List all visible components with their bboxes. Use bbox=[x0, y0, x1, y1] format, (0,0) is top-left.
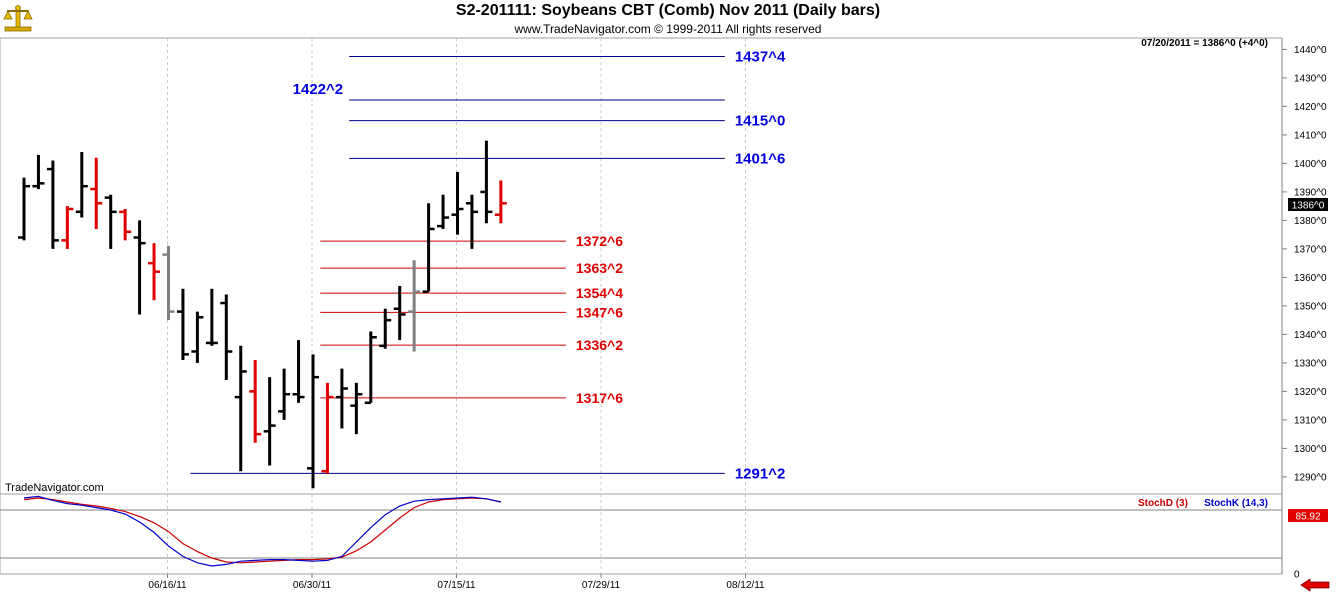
y-tick-label: 1290^0 bbox=[1294, 472, 1327, 483]
ohlc-bar[interactable] bbox=[61, 206, 74, 249]
watermark-text: TradeNavigator.com bbox=[5, 482, 104, 494]
ohlc-bar[interactable] bbox=[379, 308, 392, 349]
x-tick-label: 08/12/11 bbox=[726, 580, 765, 591]
ohlc-bar[interactable] bbox=[46, 160, 59, 249]
level-label: 1317^6 bbox=[576, 390, 623, 406]
fib-levels: 1437^4 1422^2 1415^0 1401^6 1372^6 1363^2 1354… bbox=[190, 49, 786, 482]
y-tick-label: 1380^0 bbox=[1294, 216, 1327, 227]
date-axis: 06/16/11 06/30/11 07/15/11 07/29/11 08/12/11 bbox=[148, 574, 765, 591]
y-tick-label: 1330^0 bbox=[1294, 358, 1327, 369]
stoch-tick-label: 0 bbox=[1294, 570, 1300, 581]
level-label: 1354^4 bbox=[576, 285, 623, 301]
y-tick-label: 1370^0 bbox=[1294, 244, 1327, 255]
y-tick-label: 1390^0 bbox=[1294, 187, 1327, 198]
ohlc-bar[interactable] bbox=[263, 377, 276, 466]
ohlc-bar[interactable] bbox=[393, 285, 406, 341]
y-tick-label: 1340^0 bbox=[1294, 330, 1327, 341]
y-tick-label: 1360^0 bbox=[1294, 273, 1327, 284]
x-tick-label: 07/15/11 bbox=[437, 580, 476, 591]
ohlc-bars bbox=[18, 140, 507, 489]
stoch-series-line[interactable] bbox=[23, 495, 501, 567]
y-tick-label: 1300^0 bbox=[1294, 444, 1327, 455]
ohlc-bar[interactable] bbox=[162, 246, 175, 321]
level-label: 1372^6 bbox=[576, 233, 623, 249]
stochastic-lines: 075 bbox=[0, 495, 1306, 581]
ohlc-bar[interactable] bbox=[249, 360, 262, 443]
level-label: 1437^4 bbox=[735, 49, 786, 66]
header-bar: S2-201111: Soybeans CBT (Comb) Nov 2011 … bbox=[0, 0, 1336, 38]
ohlc-bar[interactable] bbox=[119, 209, 132, 241]
x-tick-label: 06/30/11 bbox=[293, 580, 332, 591]
ohlc-bar[interactable] bbox=[75, 152, 88, 218]
level-label: 1401^6 bbox=[735, 150, 785, 167]
stoch-series-line[interactable] bbox=[23, 497, 501, 564]
price-axis bbox=[1282, 38, 1336, 574]
y-tick-label: 1410^0 bbox=[1294, 130, 1327, 141]
ohlc-bar[interactable] bbox=[133, 220, 146, 315]
y-tick-label: 1350^0 bbox=[1294, 301, 1327, 312]
ohlc-bar[interactable] bbox=[321, 382, 334, 475]
copyright-notice: www.TradeNavigator.com © 1999-2011 All r… bbox=[514, 22, 822, 36]
ohlc-bar[interactable] bbox=[292, 340, 305, 403]
price-panel[interactable] bbox=[0, 37, 1283, 495]
y-tick-label: 1440^0 bbox=[1294, 45, 1327, 56]
y-tick-label: 1320^0 bbox=[1294, 387, 1327, 398]
ohlc-bar[interactable] bbox=[32, 154, 45, 190]
ohlc-bar[interactable] bbox=[451, 171, 464, 235]
level-label: 1363^2 bbox=[576, 260, 623, 276]
stoch-value-tag-text: 85.92 bbox=[1295, 512, 1320, 523]
chart-title: S2-201111: Soybeans CBT (Comb) Nov 2011 … bbox=[455, 2, 881, 19]
price-readout: 07/20/2011 = 1386^0 (+4^0) bbox=[1141, 38, 1268, 49]
y-tick-label: 1400^0 bbox=[1294, 159, 1327, 170]
ohlc-bar[interactable] bbox=[176, 288, 189, 361]
ohlc-bar[interactable] bbox=[350, 382, 363, 435]
ohlc-bar[interactable] bbox=[18, 177, 30, 241]
ohlc-bar[interactable] bbox=[220, 294, 233, 381]
legend-stoch-k: StochK (14,3) bbox=[1204, 498, 1268, 509]
ohlc-bar[interactable] bbox=[104, 194, 117, 249]
x-tick-label: 06/16/11 bbox=[148, 580, 187, 591]
last-price-tag-text: 1386^0 bbox=[1292, 201, 1325, 212]
last-price-tag: 1386^0 bbox=[1288, 198, 1328, 212]
y-tick-label: 1430^0 bbox=[1294, 73, 1327, 84]
ohlc-bar[interactable] bbox=[480, 140, 493, 224]
ohlc-bar[interactable] bbox=[148, 243, 161, 301]
ohlc-bar[interactable] bbox=[90, 157, 103, 229]
ohlc-bar[interactable] bbox=[191, 311, 204, 363]
ohlc-bar[interactable] bbox=[494, 180, 507, 224]
level-label: 1422^2 bbox=[293, 81, 343, 98]
ohlc-bar[interactable] bbox=[437, 194, 450, 229]
scales-logo-icon bbox=[3, 5, 33, 32]
ohlc-bar[interactable] bbox=[408, 260, 421, 352]
ohlc-bar[interactable] bbox=[465, 194, 478, 249]
ohlc-bar[interactable] bbox=[307, 354, 319, 489]
ohlc-bar[interactable] bbox=[364, 331, 377, 405]
ohlc-bar[interactable] bbox=[234, 345, 247, 472]
scroll-left-arrow-icon[interactable] bbox=[1300, 578, 1330, 592]
x-tick-label: 07/29/11 bbox=[582, 580, 621, 591]
ohlc-bar[interactable] bbox=[335, 368, 348, 429]
y-tick-label: 1420^0 bbox=[1294, 102, 1327, 113]
y-tick-label: 1310^0 bbox=[1294, 415, 1327, 426]
level-label: 1415^0 bbox=[735, 113, 785, 130]
price-axis-ticks: 1290^0 1300^0 1310^0 1320^0 1330^0 1340^0 1350… bbox=[1282, 45, 1327, 483]
level-label: 1336^2 bbox=[576, 337, 623, 353]
stochastic-panel[interactable] bbox=[0, 493, 1283, 575]
legend-stoch-d: StochD (3) bbox=[1138, 498, 1188, 509]
ohlc-bar[interactable] bbox=[278, 368, 291, 420]
ohlc-bar[interactable] bbox=[422, 203, 435, 293]
level-label: 1291^2 bbox=[735, 465, 785, 482]
stoch-value-tag: 85.92 bbox=[1288, 509, 1328, 523]
ohlc-bar[interactable] bbox=[205, 288, 218, 346]
level-label: 1347^6 bbox=[576, 304, 623, 320]
